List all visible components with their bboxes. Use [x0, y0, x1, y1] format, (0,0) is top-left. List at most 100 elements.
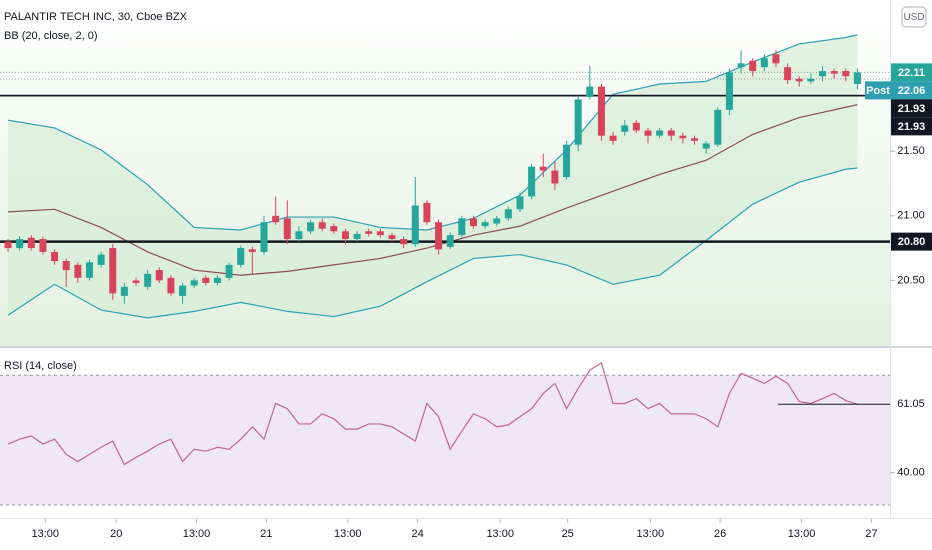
candle-body — [597, 86, 605, 136]
candle-body — [295, 231, 303, 240]
y-tick-label: 21.00 — [897, 210, 925, 222]
candle-body — [423, 202, 431, 223]
candle-body — [388, 235, 396, 240]
x-tick-label: 26 — [714, 528, 726, 540]
price-tag-label: 21.93 — [898, 103, 926, 115]
candle-body — [190, 280, 198, 286]
candle-body — [481, 222, 489, 227]
x-tick-label: 13:00 — [183, 528, 211, 540]
candle-body — [493, 218, 501, 224]
x-tick-label: 20 — [110, 528, 122, 540]
candle-body — [528, 166, 536, 197]
candle-body — [411, 205, 419, 245]
x-tick-label: 13:00 — [637, 528, 665, 540]
candle-body — [109, 248, 117, 294]
candle-body — [563, 144, 571, 178]
candle-body — [784, 67, 792, 81]
candle-body — [39, 239, 47, 252]
plot — [0, 34, 890, 319]
time-axis — [0, 519, 932, 550]
candle-body — [504, 209, 512, 219]
candle-body — [702, 143, 710, 149]
candle-body — [260, 222, 268, 252]
candle-body — [237, 248, 245, 265]
candle-body — [632, 122, 640, 131]
candle-body — [248, 249, 256, 252]
badge-label: Post — [866, 85, 890, 97]
candle-body — [807, 78, 815, 82]
chart-title: PALANTIR TECH INC, 30, Cboe BZX — [4, 11, 188, 23]
candle-body — [772, 54, 780, 64]
candle-body — [51, 251, 59, 262]
candle-body — [97, 254, 105, 265]
candle-body — [144, 273, 152, 287]
candle-body — [749, 60, 757, 72]
indicator-label: BB (20, close, 2, 0) — [4, 30, 98, 42]
candle-body — [74, 264, 82, 278]
candle-body — [644, 130, 652, 136]
candle-body — [132, 280, 140, 283]
y-tick-label: 20.50 — [897, 274, 925, 286]
x-tick-label: 13:00 — [31, 528, 59, 540]
candle-body — [202, 277, 210, 283]
currency-box[interactable] — [901, 6, 927, 28]
candle-body — [120, 286, 128, 296]
x-tick-label: 21 — [260, 528, 272, 540]
candle-body — [574, 99, 582, 145]
price-tag — [891, 232, 932, 251]
band-line — [7, 167, 858, 319]
candle-body — [16, 239, 24, 249]
candle-body — [330, 226, 338, 232]
candle-body — [62, 261, 70, 271]
candle-body — [353, 233, 361, 240]
candle-body — [656, 130, 664, 136]
candle-body — [318, 222, 326, 229]
candle-body — [725, 72, 733, 110]
candle-body — [85, 262, 93, 278]
candle-body — [819, 71, 827, 77]
x-tick-label: 25 — [562, 528, 574, 540]
price-tag — [891, 99, 932, 118]
price-tag-label: 20.80 — [898, 236, 926, 248]
candle-body — [365, 231, 373, 234]
candle-body — [853, 72, 861, 84]
candle-body — [435, 222, 443, 250]
candle-body — [760, 58, 768, 68]
candle-body — [376, 231, 384, 236]
candle-body — [446, 235, 454, 247]
badge — [865, 81, 891, 100]
candle-body — [27, 237, 35, 249]
candle-body — [551, 170, 559, 184]
price-tag — [891, 81, 932, 100]
candle-body — [539, 166, 547, 171]
rsi-y-tick-label: 40.00 — [897, 466, 925, 478]
rsi-band — [0, 375, 890, 506]
price-tag-label: 21.93 — [898, 121, 926, 133]
candle-body — [179, 285, 187, 296]
candle-body — [679, 135, 687, 139]
y-tick-label: 21.50 — [897, 145, 925, 157]
x-tick-label: 27 — [865, 528, 877, 540]
x-tick-label: 13:00 — [486, 528, 514, 540]
candle-body — [458, 218, 466, 236]
candle-body — [283, 218, 291, 240]
price-tag-label: 22.11 — [898, 67, 925, 79]
band-fill — [8, 34, 858, 318]
candle-body — [225, 264, 233, 278]
price-tag-label: 22.06 — [898, 85, 926, 97]
x-tick-label: 24 — [411, 528, 423, 540]
candle-body — [155, 270, 163, 281]
rsi-title: RSI (14, close) — [4, 360, 77, 372]
x-tick-label: 13:00 — [334, 528, 362, 540]
currency[interactable]: USD — [903, 12, 924, 23]
candle-body — [400, 239, 408, 245]
candle-body — [4, 241, 12, 249]
candle-body — [621, 125, 629, 132]
band-line — [7, 34, 858, 231]
candle-body — [167, 277, 175, 294]
candle-body — [842, 71, 850, 77]
candle-body — [213, 277, 221, 283]
candle-body — [469, 218, 477, 227]
